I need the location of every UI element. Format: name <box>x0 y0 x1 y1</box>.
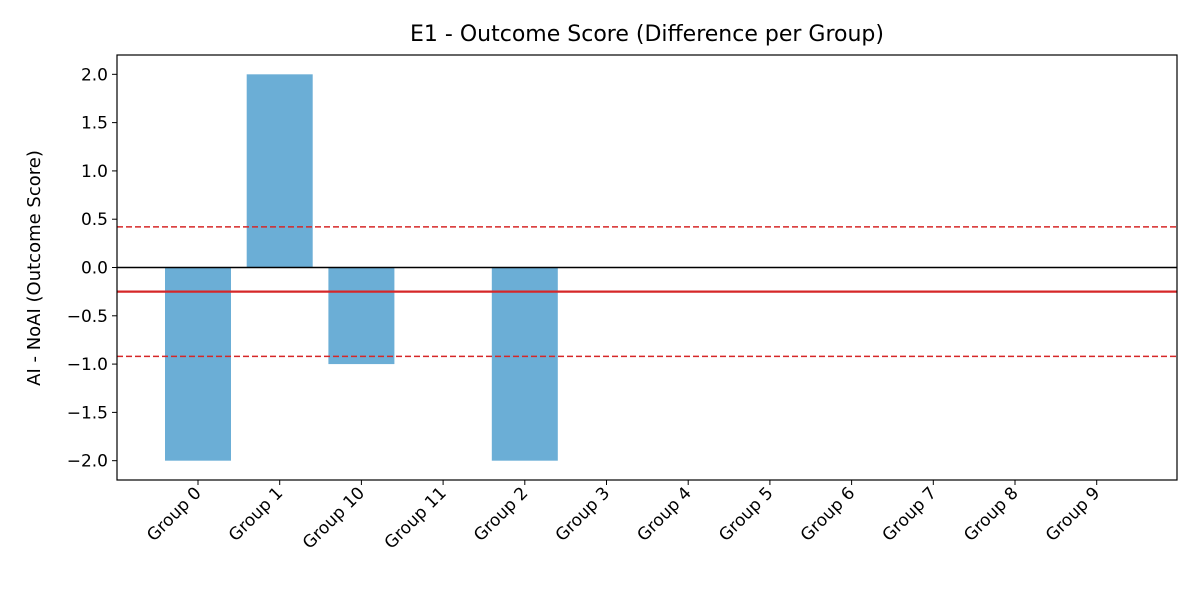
y-tick-label: 0.5 <box>81 210 108 230</box>
bar-group-0 <box>165 267 231 461</box>
y-tick-label: −2.0 <box>67 452 108 472</box>
bar-group-2 <box>491 267 558 461</box>
x-tick-label: Group 2 <box>470 483 532 545</box>
bars-group <box>165 74 558 461</box>
x-tick-label: Group 0 <box>143 483 205 545</box>
y-tick-label: −1.5 <box>67 403 108 423</box>
bar-group-10 <box>328 267 395 365</box>
y-tick-label: 1.0 <box>81 162 108 182</box>
y-tick-label: 0.0 <box>81 259 108 279</box>
x-tick-label: Group 6 <box>797 483 859 545</box>
y-tick-label: 2.0 <box>81 65 108 85</box>
y-tick-label: −1.0 <box>67 355 108 375</box>
x-tick-label: Group 10 <box>299 483 369 553</box>
x-tick-label: Group 5 <box>715 483 777 545</box>
x-tick-label: Group 9 <box>1042 483 1104 545</box>
x-tick-label: Group 4 <box>634 483 696 545</box>
x-tick-label: Group 11 <box>381 483 451 553</box>
y-tick-label: 1.5 <box>81 114 108 134</box>
chart-title: E1 - Outcome Score (Difference per Group… <box>410 22 884 47</box>
bar-group-1 <box>246 74 313 268</box>
x-axis: Group 0 Group 1 Group 10 Group 11 Group 2 Gro… <box>143 480 1104 553</box>
x-tick-label: Group 8 <box>960 483 1022 545</box>
y-axis: −2.0 −1.5 −1.0 −0.5 0.0 0.5 1.0 1.5 2.0 <box>67 65 117 472</box>
y-tick-label: −0.5 <box>67 307 108 327</box>
x-tick-label: Group 1 <box>225 483 287 545</box>
x-tick-label: Group 7 <box>879 483 941 545</box>
x-tick-label: Group 3 <box>552 483 614 545</box>
y-axis-label: AI - NoAI (Outcome Score) <box>24 150 45 386</box>
reference-lines <box>117 226 1177 358</box>
